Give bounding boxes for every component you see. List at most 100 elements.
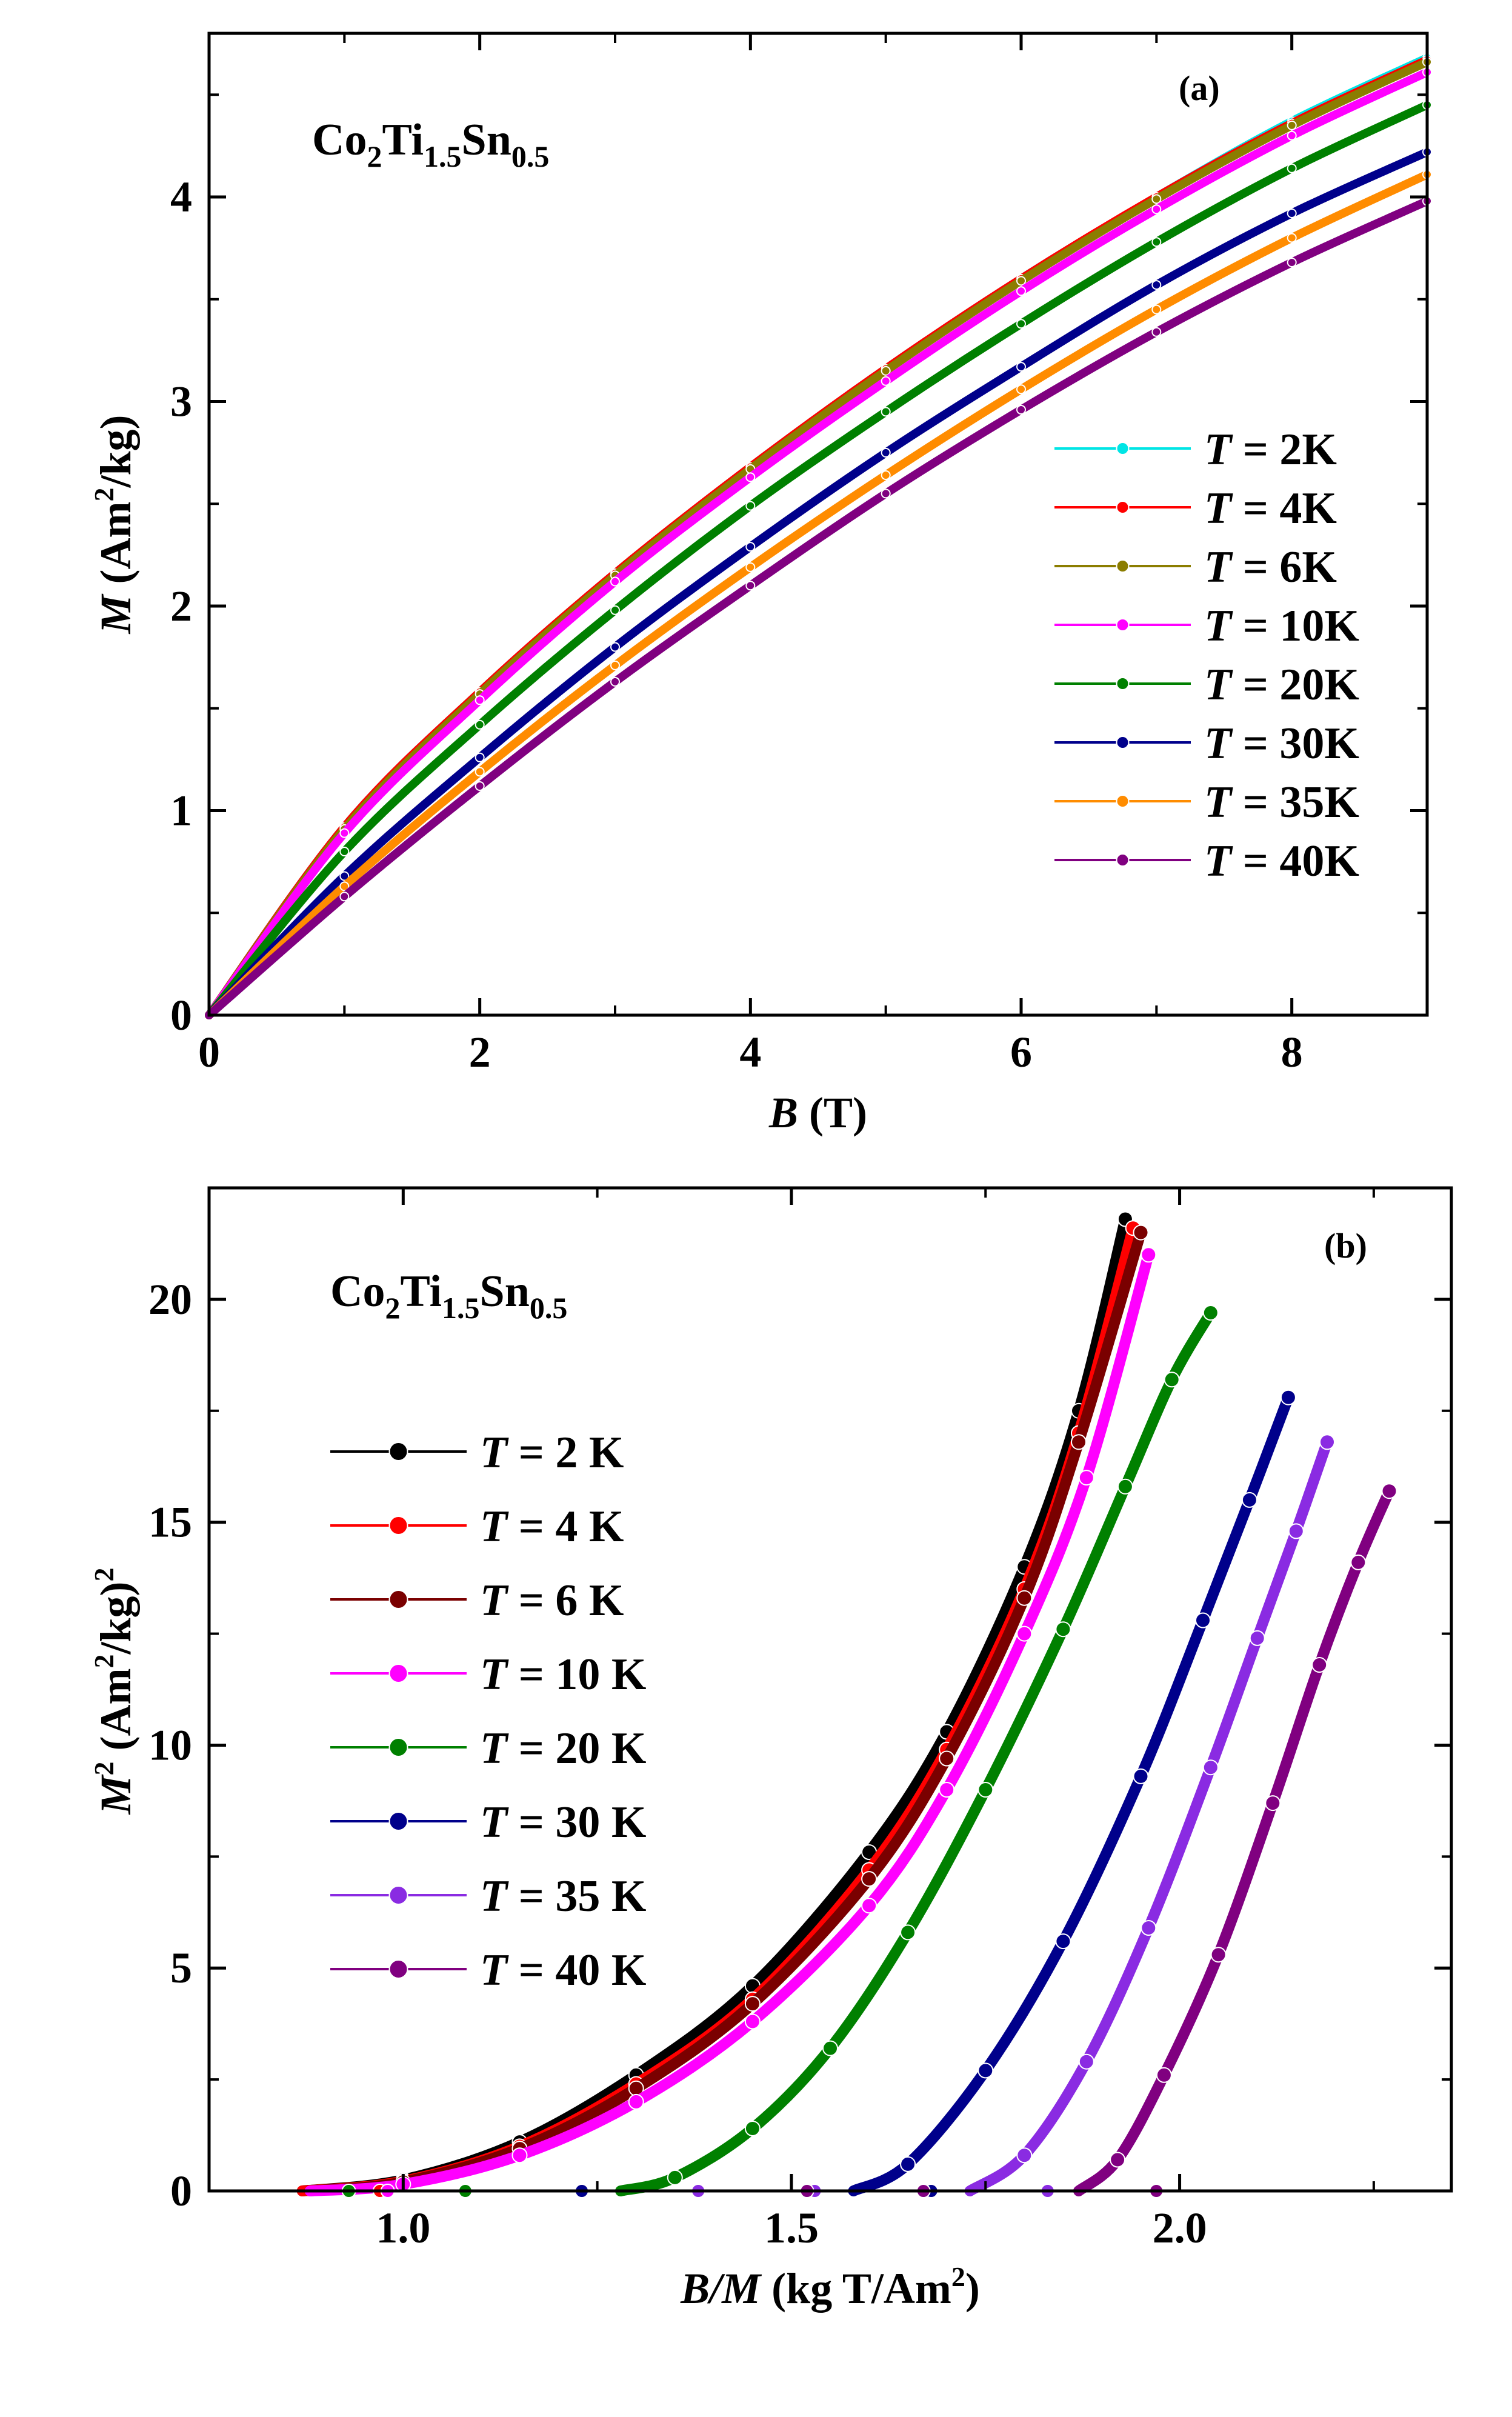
legend-label: T = 40K xyxy=(1204,836,1359,886)
y-tick-label: 5 xyxy=(170,1944,192,1992)
data-point xyxy=(977,2062,994,2079)
data-point xyxy=(1202,1759,1219,1776)
data-point xyxy=(1164,1372,1180,1388)
legend-entry: T = 2K xyxy=(1054,425,1337,475)
data-point xyxy=(745,562,756,572)
data-point xyxy=(475,695,485,705)
legend-entry: T = 30 K xyxy=(330,1798,646,1847)
data-point xyxy=(1249,1630,1265,1646)
legend-label: T = 4 K xyxy=(480,1502,624,1552)
data-point xyxy=(339,892,350,902)
data-point xyxy=(1241,1492,1257,1508)
data-point xyxy=(1202,1305,1219,1321)
series-line-7 xyxy=(205,170,1431,1019)
data-point xyxy=(744,2121,761,2136)
y-tick-label: 4 xyxy=(170,173,192,221)
y-tick-label: 1 xyxy=(170,787,192,835)
legend-swatch-marker xyxy=(1116,853,1130,867)
legend-swatch-marker xyxy=(388,1738,408,1757)
legend-swatch-marker xyxy=(388,1590,408,1609)
data-point xyxy=(1280,1389,1296,1405)
data-point xyxy=(745,472,756,482)
data-point xyxy=(1195,1612,1211,1629)
legend-label: T = 6K xyxy=(1204,542,1337,592)
panel-b-plot-area xyxy=(296,1211,1397,2198)
legend-entry: T = 4K xyxy=(1054,484,1337,533)
data-point xyxy=(1287,233,1297,243)
data-point xyxy=(861,1871,878,1887)
data-point xyxy=(939,1750,955,1767)
data-point xyxy=(745,501,756,511)
legend-label: T = 35 K xyxy=(480,1872,646,1921)
data-point xyxy=(881,470,891,480)
data-point xyxy=(1287,120,1297,130)
panel-b-x-axis: 1.0 1.5 2.0 xyxy=(208,1188,1375,2252)
panel-a-compound-label: Co2Ti1.5Sn0.5 xyxy=(312,115,549,173)
data-point xyxy=(1016,1625,1033,1642)
panel-b-legend: T = 2 K T = 4 K T = 6 K T = 10 K T = 20 K T =… xyxy=(330,1428,646,1995)
data-point xyxy=(745,581,756,591)
legend-label: T = 20 K xyxy=(480,1724,646,1773)
data-point xyxy=(1265,1795,1281,1812)
data-point xyxy=(1151,327,1162,337)
legend-label: T = 20K xyxy=(1204,660,1359,710)
legend-swatch-marker xyxy=(388,1516,408,1535)
data-point xyxy=(1156,2067,1172,2083)
legend-label: T = 2K xyxy=(1204,425,1337,475)
data-point xyxy=(339,881,350,892)
data-point xyxy=(1016,405,1026,415)
data-point xyxy=(1110,2152,1126,2168)
panel-a-legend: T = 2K T = 4K T = 6K T = 10K T = 20K T = 30K T… xyxy=(1054,425,1359,886)
x-tick-label: 6 xyxy=(1010,1028,1032,1076)
data-point xyxy=(610,676,620,687)
data-point xyxy=(1288,1523,1304,1539)
data-point xyxy=(1151,280,1162,290)
data-point xyxy=(881,365,891,376)
panel-b-frame xyxy=(207,1186,1453,2193)
data-point xyxy=(1071,1434,1087,1450)
panel-b-y-axis: 0 5 10 15 20 xyxy=(148,1275,1451,2215)
data-point xyxy=(1016,276,1026,286)
data-point xyxy=(822,2040,838,2056)
legend-entry: T = 20 K xyxy=(330,1724,646,1773)
panel-b-x-axis-title: B/M (kg T/Am2) xyxy=(680,2261,980,2313)
data-point xyxy=(900,1924,916,1941)
data-point xyxy=(1287,258,1297,267)
data-point xyxy=(1055,1933,1071,1950)
series-line-4 xyxy=(205,68,1431,1019)
panel-b-label: (b) xyxy=(1324,1226,1367,1265)
data-point xyxy=(339,847,350,856)
series-line-8 xyxy=(205,196,1431,1019)
data-point xyxy=(1016,362,1026,372)
legend-label: T = 10 K xyxy=(480,1650,646,1699)
data-point xyxy=(667,2169,683,2185)
y-tick-label: 0 xyxy=(170,991,192,1039)
data-point xyxy=(861,1898,878,1914)
legend-swatch-marker xyxy=(1116,736,1130,749)
panel-a-x-axis-title: B (T) xyxy=(768,1088,867,1137)
data-point xyxy=(1117,1478,1133,1495)
legend-entry: T = 30K xyxy=(1054,719,1359,768)
data-point xyxy=(1350,1554,1367,1570)
legend-swatch-marker xyxy=(388,1664,408,1683)
data-point xyxy=(1151,204,1162,215)
legend-entry: T = 10 K xyxy=(330,1650,646,1699)
x-tick-label: 2 xyxy=(469,1028,491,1076)
legend-entry: T = 20K xyxy=(1054,660,1359,710)
data-point xyxy=(1141,1920,1157,1936)
data-point xyxy=(475,752,485,762)
legend-label: T = 6 K xyxy=(480,1576,624,1625)
data-point xyxy=(1016,384,1026,395)
data-point xyxy=(1133,1224,1149,1241)
legend-swatch-marker xyxy=(388,1885,408,1905)
data-point xyxy=(1287,163,1297,173)
legend-swatch-marker xyxy=(1116,559,1130,573)
y-tick-label: 15 xyxy=(148,1498,192,1547)
legend-swatch-marker xyxy=(1116,795,1130,808)
data-point xyxy=(1151,237,1162,247)
x-tick-label: 8 xyxy=(1281,1028,1303,1076)
data-point xyxy=(977,1782,994,1798)
series-line-8 xyxy=(1073,1485,1395,2196)
data-point xyxy=(1151,194,1162,204)
